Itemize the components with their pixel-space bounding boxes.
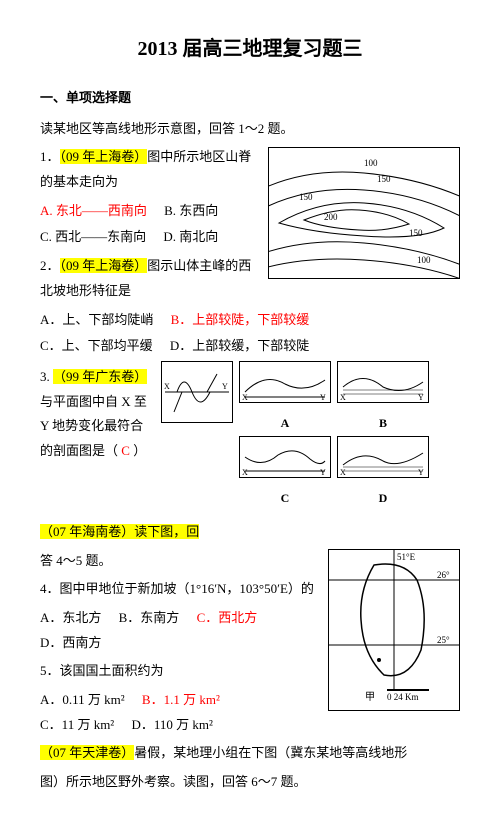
q4-optD: D．西南方 <box>40 631 101 656</box>
q4-optB: B．东南方 <box>119 606 180 631</box>
q4-optC: C．西北方 <box>197 606 258 631</box>
svg-text:Y: Y <box>418 393 424 402</box>
q2-tag: （09 年上海卷） <box>60 258 148 273</box>
svg-text:X: X <box>340 393 346 402</box>
page-title: 2013 届高三地理复习题三 <box>40 30 460 68</box>
q1-optA: A. 东北——西南向 <box>40 199 147 224</box>
svg-text:0 24 Km: 0 24 Km <box>387 692 419 702</box>
svg-text:X: X <box>164 382 170 391</box>
q3-tag: （99 年广东卷） <box>53 369 147 384</box>
q3-stem: 3. （99 年广东卷）与平面图中自 X 至 Y 地势变化最符合的剖面图是（ C… <box>40 365 155 464</box>
svg-text:Y: Y <box>320 393 326 402</box>
q67-stem-a: （07 年天津卷）暑假，某地理小组在下图（冀东某地等高线地形 <box>40 741 460 766</box>
svg-text:100: 100 <box>417 255 431 265</box>
q67-tag: （07 年天津卷） <box>40 745 134 760</box>
svg-text:X: X <box>340 468 346 477</box>
label-C: C <box>239 487 331 510</box>
q1-optD: D. 南北向 <box>163 225 218 250</box>
q1-optB: B. 东西向 <box>164 199 218 224</box>
svg-text:26°: 26° <box>437 570 450 580</box>
intro2-tag: （07 年海南卷）读下图，回 <box>40 524 199 539</box>
q2-optD: D．上部较缓，下部较陡 <box>170 334 309 359</box>
label-D: D <box>337 487 429 510</box>
profile-D: XY <box>337 436 429 478</box>
q1-tag: （09 年上海卷） <box>60 149 148 164</box>
svg-text:X: X <box>242 468 248 477</box>
q67-stem-b: 图）所示地区野外考察。读图，回答 6～7 题。 <box>40 770 460 795</box>
svg-text:100: 100 <box>364 158 378 168</box>
label-B: B <box>337 412 429 435</box>
svg-text:Y: Y <box>222 382 228 391</box>
profile-B: XY <box>337 361 429 403</box>
intro-1: 读某地区等高线地形示意图，回答 1～2 题。 <box>40 117 460 142</box>
svg-text:Y: Y <box>418 468 424 477</box>
q3-answer: C <box>121 443 130 458</box>
q4-optA: A．东北方 <box>40 606 101 631</box>
svg-text:150: 150 <box>377 174 391 184</box>
svg-text:Y: Y <box>320 468 326 477</box>
svg-text:25°: 25° <box>437 635 450 645</box>
contour-map: 100 150 200 150 100 150 <box>268 147 460 279</box>
svg-text:150: 150 <box>299 192 313 202</box>
label-A: A <box>239 412 331 435</box>
svg-text:X: X <box>242 393 248 402</box>
q5-optC: C．11 万 km² <box>40 713 114 738</box>
q1-optC: C. 西北——东南向 <box>40 225 146 250</box>
q5-optB: B．1.1 万 km² <box>142 688 220 713</box>
plan-map-xy: XY <box>161 361 233 423</box>
svg-text:甲: 甲 <box>365 692 375 703</box>
q2-optC: C．上、下部均平缓 <box>40 334 153 359</box>
svg-text:200: 200 <box>324 212 338 222</box>
q2-optB: B．上部较陡，下部较缓 <box>171 308 310 333</box>
q5-optD: D．110 万 km² <box>131 713 212 738</box>
section-header: 一、单项选择题 <box>40 86 460 111</box>
svg-text:51°E: 51°E <box>397 552 416 562</box>
svg-text:150: 150 <box>409 228 423 238</box>
profile-C: XY <box>239 436 331 478</box>
q5-optA: A．0.11 万 km² <box>40 688 125 713</box>
island-map: 51°E 26° 25° 甲 0 24 Km <box>328 549 460 711</box>
q2-optA: A．上、下部均陡峭 <box>40 308 153 333</box>
profile-A: XY <box>239 361 331 403</box>
